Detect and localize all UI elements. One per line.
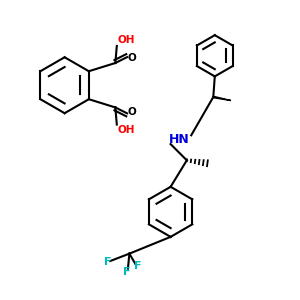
Text: OH: OH — [117, 35, 135, 45]
Text: O: O — [128, 53, 137, 63]
Polygon shape — [213, 96, 231, 100]
Text: OH: OH — [117, 125, 135, 135]
Text: O: O — [128, 107, 137, 117]
Text: F: F — [123, 267, 130, 277]
Text: F: F — [134, 261, 142, 271]
Text: F: F — [103, 257, 111, 268]
Text: HN: HN — [169, 133, 190, 146]
